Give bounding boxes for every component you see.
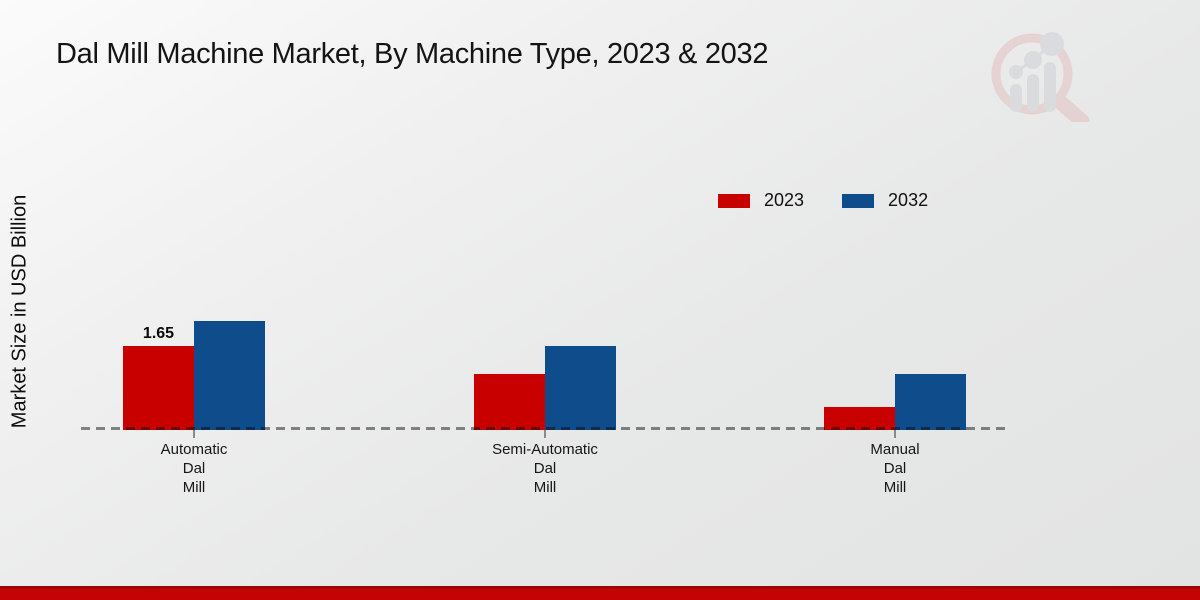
bar-2023-automatic-dal-mill — [123, 346, 194, 430]
legend-swatch-2032 — [842, 193, 875, 208]
legend-item-2023: 2023 — [718, 190, 804, 211]
x-axis-dashed-baseline — [81, 427, 1008, 430]
bar-value-label: 1.65 — [142, 325, 175, 342]
x-axis-category-label: Automatic Dal Mill — [160, 441, 228, 496]
chart-title: Dal Mill Machine Market, By Machine Type… — [56, 38, 769, 70]
legend-swatch-2023 — [718, 193, 750, 208]
legend-label-2023: 2023 — [764, 190, 805, 210]
legend-item-2032: 2032 — [842, 190, 928, 211]
x-axis-tick — [544, 430, 546, 438]
bar-2023-manual-dal-mill — [824, 407, 895, 430]
bar-2032-manual-dal-mill — [895, 374, 966, 430]
legend: 2023 2032 — [718, 190, 928, 211]
bar-2032-semi-automatic-dal-mill — [545, 346, 616, 430]
x-axis-tick — [193, 430, 195, 438]
legend-label-2032: 2032 — [888, 190, 929, 210]
x-axis-category-label: Manual Dal Mill — [870, 441, 920, 496]
bar-2023-semi-automatic-dal-mill — [474, 374, 545, 430]
market-research-future-watermark-icon — [991, 32, 1090, 122]
x-axis-category-label: Semi-Automatic Dal Mill — [492, 441, 598, 496]
bar-2032-automatic-dal-mill — [194, 321, 265, 430]
footer-red-strip — [0, 586, 1200, 600]
x-axis-tick — [894, 430, 896, 438]
